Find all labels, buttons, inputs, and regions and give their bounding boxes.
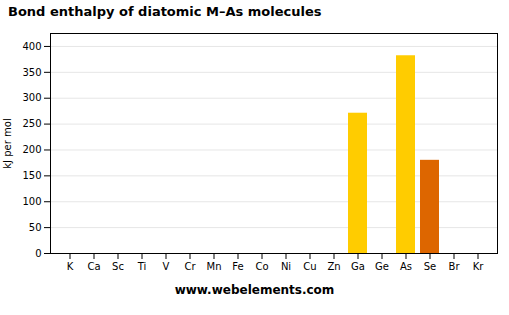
svg-text:100: 100 — [22, 196, 41, 207]
svg-text:Ca: Ca — [87, 261, 100, 272]
svg-text:Sc: Sc — [112, 261, 124, 272]
svg-text:V: V — [163, 261, 170, 272]
svg-text:K: K — [67, 261, 74, 272]
svg-text:350: 350 — [22, 67, 41, 78]
svg-text:200: 200 — [22, 144, 41, 155]
svg-text:50: 50 — [29, 222, 42, 233]
svg-text:Ga: Ga — [351, 261, 365, 272]
svg-text:400: 400 — [22, 41, 41, 52]
svg-text:300: 300 — [22, 92, 41, 103]
svg-text:Cu: Cu — [303, 261, 316, 272]
svg-text:150: 150 — [22, 170, 41, 181]
svg-text:Fe: Fe — [232, 261, 243, 272]
svg-text:As: As — [400, 261, 412, 272]
svg-text:kJ per mol: kJ per mol — [2, 118, 13, 168]
svg-text:Ge: Ge — [375, 261, 389, 272]
svg-text:Kr: Kr — [473, 261, 485, 272]
svg-text:Cr: Cr — [184, 261, 196, 272]
svg-text:0: 0 — [35, 248, 41, 259]
html-text:Bond enthalpy of diatomic M–As: Bond enthalpy of diatomic M–As molecules — [8, 4, 322, 19]
svg-text:Co: Co — [255, 261, 268, 272]
svg-text:Br: Br — [449, 261, 461, 272]
svg-text:Se: Se — [424, 261, 437, 272]
html-text:www.webelements.com: www.webelements.com — [174, 283, 335, 297]
svg-text:Ti: Ti — [137, 261, 147, 272]
svg-text:Mn: Mn — [207, 261, 222, 272]
svg-text:Ni: Ni — [281, 261, 291, 272]
svg-text:250: 250 — [22, 118, 41, 129]
svg-text:Zn: Zn — [327, 261, 340, 272]
